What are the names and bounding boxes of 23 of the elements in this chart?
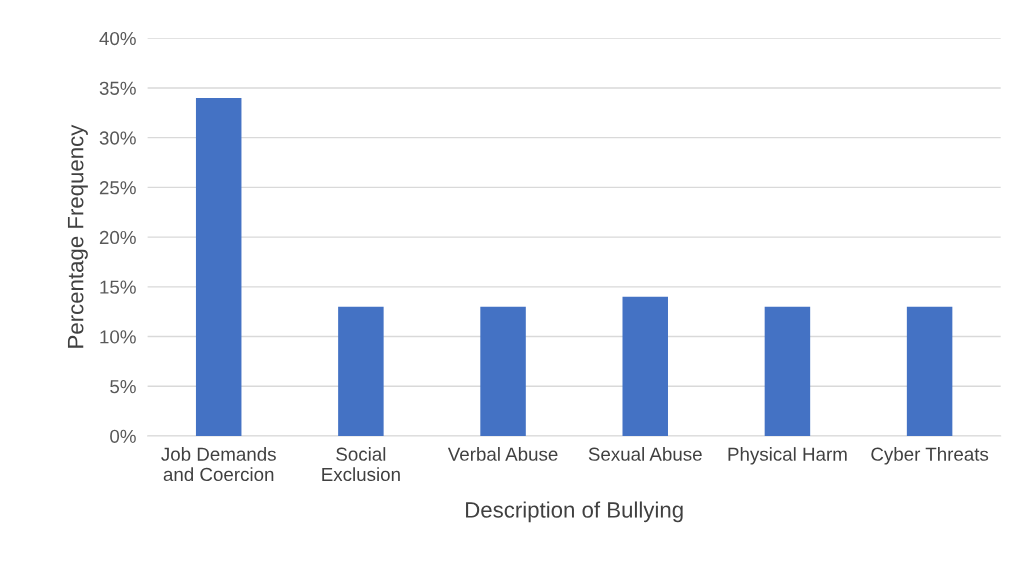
y-tick-label: 5% [110, 380, 136, 394]
x-tick-label: Cyber Threats [871, 447, 989, 465]
x-tick-label: Physical Harm [728, 447, 847, 465]
y-tick-label: 10% [100, 330, 136, 344]
bar [622, 296, 668, 436]
bar [906, 306, 953, 436]
bar [480, 306, 526, 436]
bar [195, 97, 242, 436]
y-tick-label: 30% [99, 131, 136, 145]
y-tick-label: 20% [99, 230, 136, 245]
x-tick-label: Social Exclusion [322, 447, 400, 482]
y-axis-title: Percentage Frequency [67, 124, 88, 348]
y-tick-label: 25% [99, 181, 136, 195]
x-tick-label: Job Demands and Coercion [161, 447, 276, 482]
y-tick-label: 35% [99, 81, 136, 95]
y-tick-label: 0% [110, 429, 136, 443]
x-tick-label: Sexual Abuse [588, 447, 702, 461]
y-tick-label: 15% [100, 280, 136, 294]
x-tick-label: Verbal Abuse [447, 447, 558, 461]
bar [764, 306, 811, 436]
bar [338, 306, 384, 436]
x-axis-title: Description of Bullying [466, 501, 683, 523]
y-tick-label: 40% [99, 31, 136, 46]
